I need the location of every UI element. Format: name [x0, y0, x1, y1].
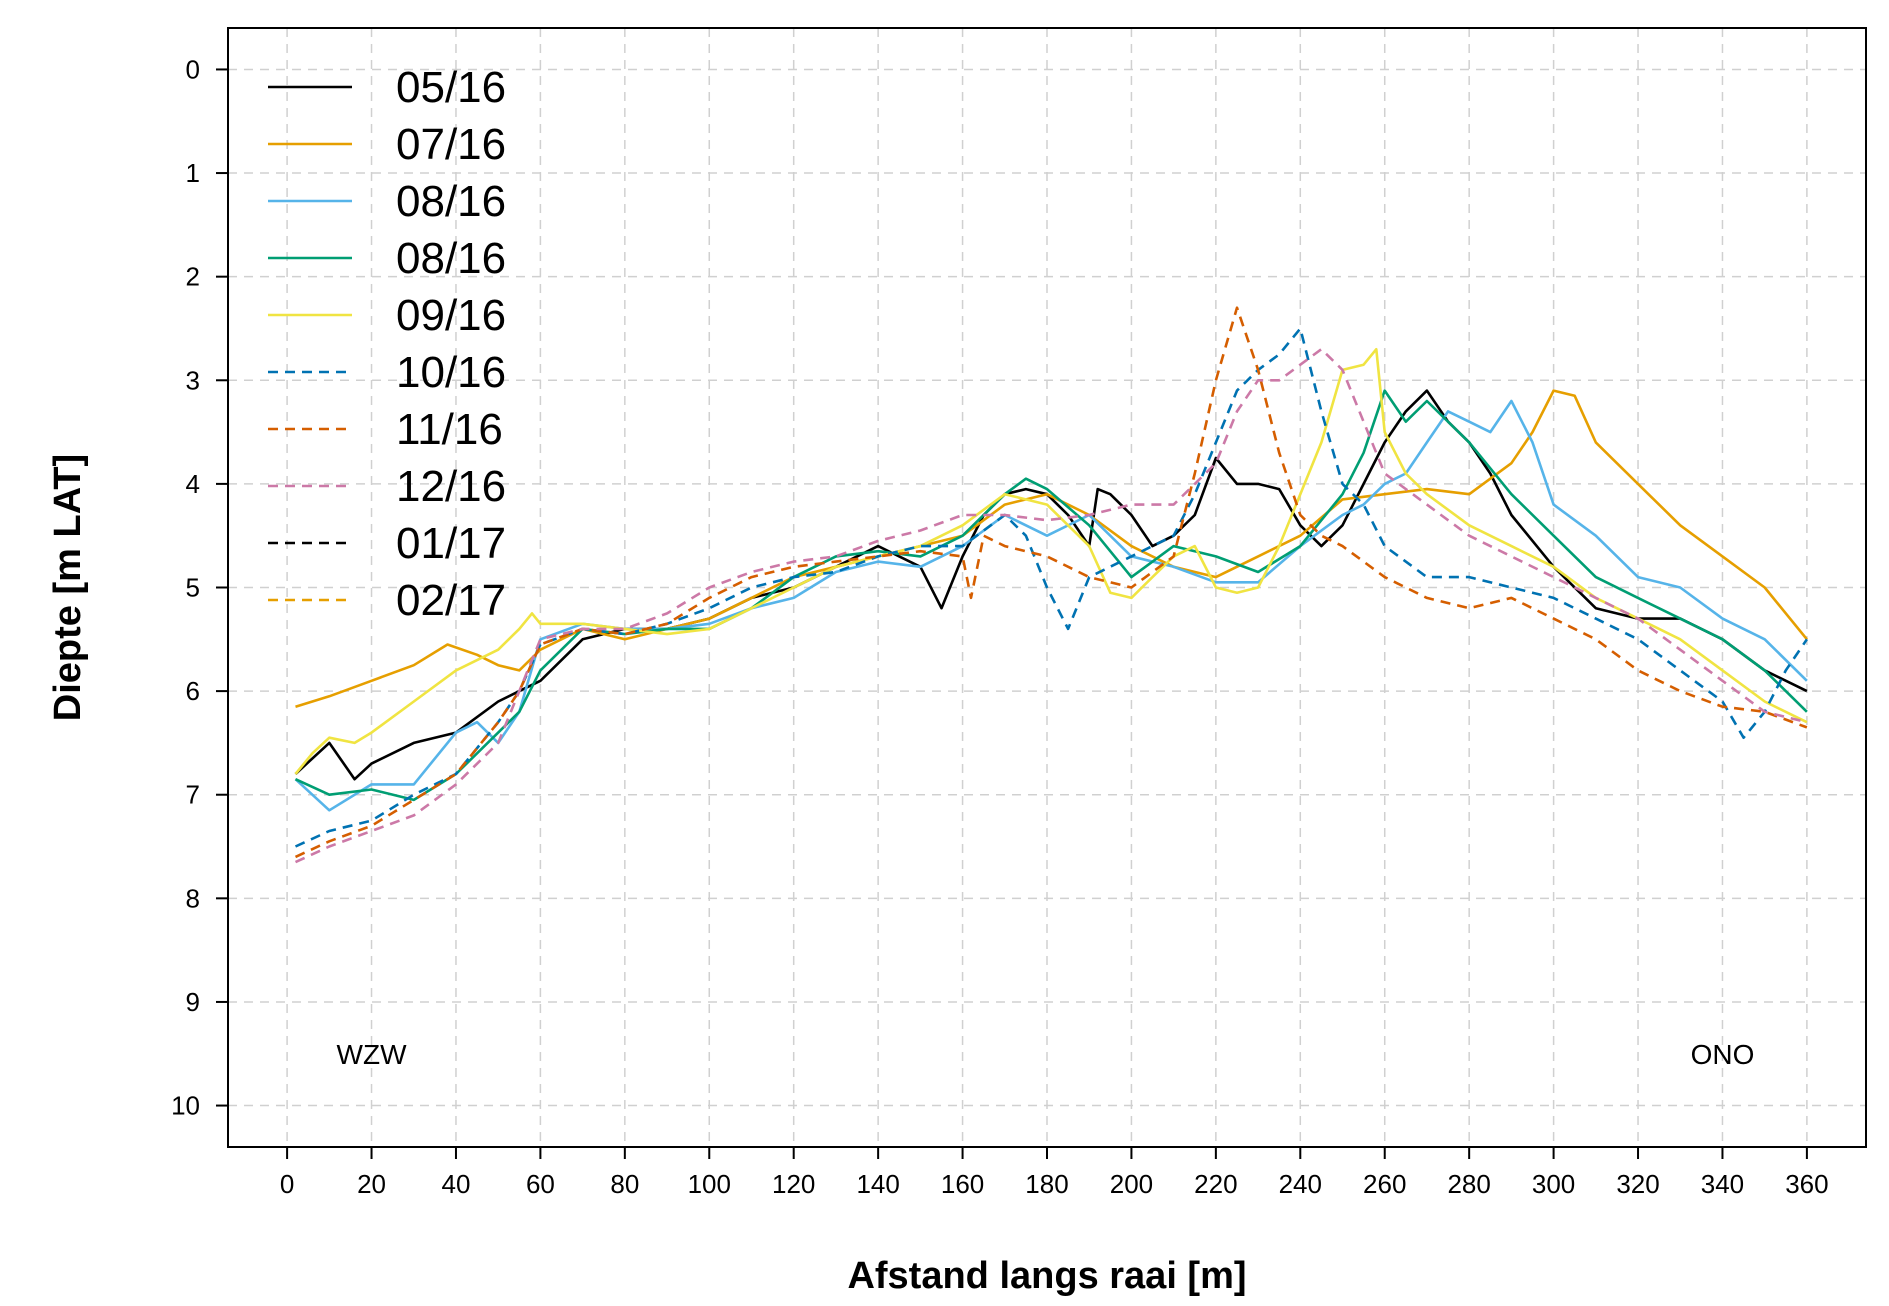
legend-label: 01/17 — [396, 519, 506, 568]
x-tick-label: 240 — [1279, 1169, 1322, 1199]
legend-label: 08/16 — [396, 234, 506, 283]
x-axis: 0 20 40 60 80 100 120 140 160 180 200 220 240 260 280 3… — [280, 1147, 1829, 1199]
x-tick-label: 340 — [1701, 1169, 1744, 1199]
x-tick-label: 260 — [1363, 1169, 1406, 1199]
series-line-07-16-1 — [295, 389, 1808, 708]
legend-label: 10/16 — [396, 348, 506, 397]
series-line-11-16-6 — [294, 306, 1808, 859]
legend-label: 02/17 — [396, 576, 506, 625]
x-tick-label: 80 — [610, 1169, 639, 1199]
series-line-09-16-4 — [294, 347, 1808, 775]
legend-label: 09/16 — [396, 291, 506, 340]
legend-label: 12/16 — [396, 462, 506, 511]
y-tick-label: 8 — [186, 883, 200, 913]
x-tick-label: 60 — [526, 1169, 555, 1199]
x-tick-label: 20 — [357, 1169, 386, 1199]
y-tick-label: 0 — [186, 54, 200, 84]
legend-label: 07/16 — [396, 120, 506, 169]
annotations: WZW ONO — [337, 1039, 1755, 1070]
grid — [228, 28, 1866, 1147]
x-tick-label: 300 — [1532, 1169, 1575, 1199]
y-tick-label: 6 — [186, 676, 200, 706]
x-tick-label: 320 — [1616, 1169, 1659, 1199]
x-tick-label: 160 — [941, 1169, 984, 1199]
y-tick-label: 4 — [186, 469, 200, 499]
y-tick-label: 10 — [171, 1091, 200, 1121]
y-tick-label: 1 — [186, 158, 200, 188]
y-tick-label: 5 — [186, 573, 200, 603]
legend-label: 08/16 — [396, 177, 506, 226]
y-tick-label: 9 — [186, 987, 200, 1017]
x-tick-label: 360 — [1785, 1169, 1828, 1199]
x-tick-label: 120 — [772, 1169, 815, 1199]
y-tick-label: 2 — [186, 262, 200, 292]
annotation-ono: ONO — [1691, 1039, 1755, 1070]
x-tick-label: 280 — [1447, 1169, 1490, 1199]
x-tick-label: 140 — [856, 1169, 899, 1199]
series-line-08-16-3 — [294, 389, 1808, 802]
y-axis: 0 1 2 3 4 5 6 7 8 9 10 — [171, 54, 228, 1121]
series-layer — [294, 306, 1808, 864]
x-tick-label: 180 — [1025, 1169, 1068, 1199]
legend-label: 05/16 — [396, 63, 506, 112]
y-tick-label: 3 — [186, 365, 200, 395]
x-tick-label: 0 — [280, 1169, 294, 1199]
series-line-12-16-7 — [294, 347, 1808, 864]
series-line-08-16-2 — [294, 399, 1808, 812]
legend: 05/16 07/16 08/16 08/16 09/16 10/16 11/16 12/16… — [268, 63, 506, 625]
annotation-wzw: WZW — [337, 1039, 408, 1070]
x-tick-label: 100 — [688, 1169, 731, 1199]
legend-label: 11/16 — [396, 405, 503, 454]
x-tick-label: 40 — [442, 1169, 471, 1199]
x-tick-label: 200 — [1110, 1169, 1153, 1199]
x-tick-label: 220 — [1194, 1169, 1237, 1199]
x-axis-title: Afstand langs raai [m] — [847, 1255, 1246, 1297]
y-axis-title: Diepte [m LAT] — [47, 454, 89, 721]
y-tick-label: 7 — [186, 780, 200, 810]
